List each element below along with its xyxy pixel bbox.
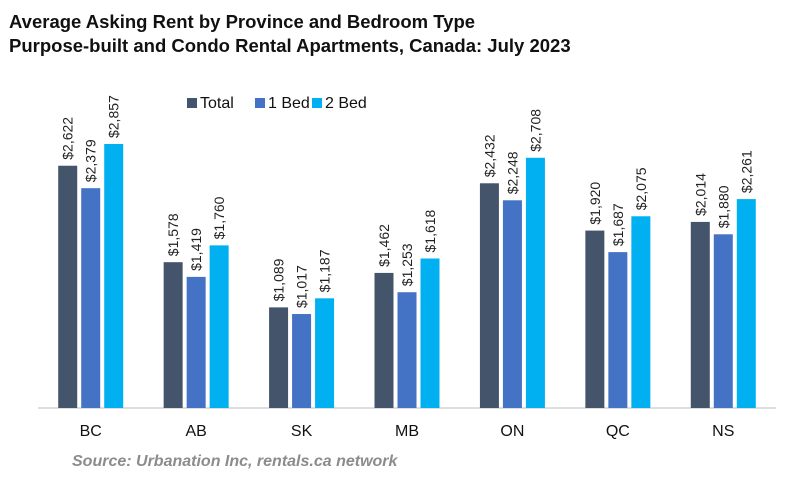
data-label: $2,261 xyxy=(738,150,754,193)
legend-label: Total xyxy=(200,95,234,112)
bar-qc-total xyxy=(585,230,605,408)
data-label: $2,432 xyxy=(481,134,497,177)
data-label: $1,880 xyxy=(715,185,731,228)
legend-label: 1 Bed xyxy=(268,95,310,112)
bar-ns-1-bed xyxy=(713,234,733,408)
x-tick-label: ON xyxy=(500,423,524,440)
data-label: $2,622 xyxy=(60,117,76,160)
x-tick-label: AB xyxy=(185,423,206,440)
data-label: $1,687 xyxy=(610,203,626,246)
x-tick-label: NS xyxy=(712,423,734,440)
bar-on-2-bed xyxy=(525,157,545,408)
bar-sk-2-bed xyxy=(315,298,335,408)
bar-bc-1-bed xyxy=(81,188,101,408)
bar-qc-2-bed xyxy=(631,216,651,408)
bar-bc-total xyxy=(58,165,78,408)
data-label: $1,920 xyxy=(587,182,603,225)
data-label: $2,014 xyxy=(692,173,708,216)
x-tick-label: QC xyxy=(606,423,630,440)
bar-bc-2-bed xyxy=(104,144,124,409)
legend-swatch-total xyxy=(187,98,197,108)
data-label: $2,075 xyxy=(633,167,649,210)
data-label: $2,857 xyxy=(106,95,122,138)
bar-on-1-bed xyxy=(502,200,522,408)
data-label: $1,618 xyxy=(422,209,438,252)
bar-mb-2-bed xyxy=(420,258,440,408)
bar-mb-total xyxy=(374,272,394,408)
data-label: $1,462 xyxy=(376,224,392,267)
data-label: $1,187 xyxy=(317,249,333,292)
bar-ab-total xyxy=(163,262,183,408)
bar-ns-2-bed xyxy=(736,199,756,408)
data-label: $1,089 xyxy=(271,258,287,301)
bar-ab-1-bed xyxy=(186,276,206,408)
source-note: Source: Urbanation Inc, rentals.ca netwo… xyxy=(72,453,398,470)
bar-sk-total xyxy=(269,307,289,408)
x-tick-label: BC xyxy=(80,423,102,440)
legend-label: 2 Bed xyxy=(325,95,367,112)
bar-ns-total xyxy=(690,221,710,408)
bar-ab-2-bed xyxy=(209,245,229,408)
chart-title: Average Asking Rent by Province and Bedr… xyxy=(9,11,476,32)
legend-swatch-2-bed xyxy=(312,98,322,108)
data-label: $2,379 xyxy=(83,139,99,182)
data-label: $1,017 xyxy=(294,265,310,308)
data-label: $2,708 xyxy=(527,109,543,152)
bar-sk-1-bed xyxy=(292,314,312,408)
bar-on-total xyxy=(479,183,499,408)
data-label: $2,248 xyxy=(504,151,520,194)
data-label: $1,578 xyxy=(165,213,181,256)
legend-swatch-1-bed xyxy=(255,98,265,108)
data-label: $1,419 xyxy=(188,228,204,271)
bar-qc-1-bed xyxy=(608,252,628,408)
data-label: $1,253 xyxy=(399,243,415,286)
chart-subtitle: Purpose-built and Condo Rental Apartment… xyxy=(9,35,571,56)
bar-mb-1-bed xyxy=(397,292,417,408)
x-tick-label: SK xyxy=(291,423,313,440)
data-label: $1,760 xyxy=(211,196,227,239)
x-tick-label: MB xyxy=(395,423,419,440)
chart-title-block: Average Asking Rent by Province and Bedr… xyxy=(9,10,571,58)
